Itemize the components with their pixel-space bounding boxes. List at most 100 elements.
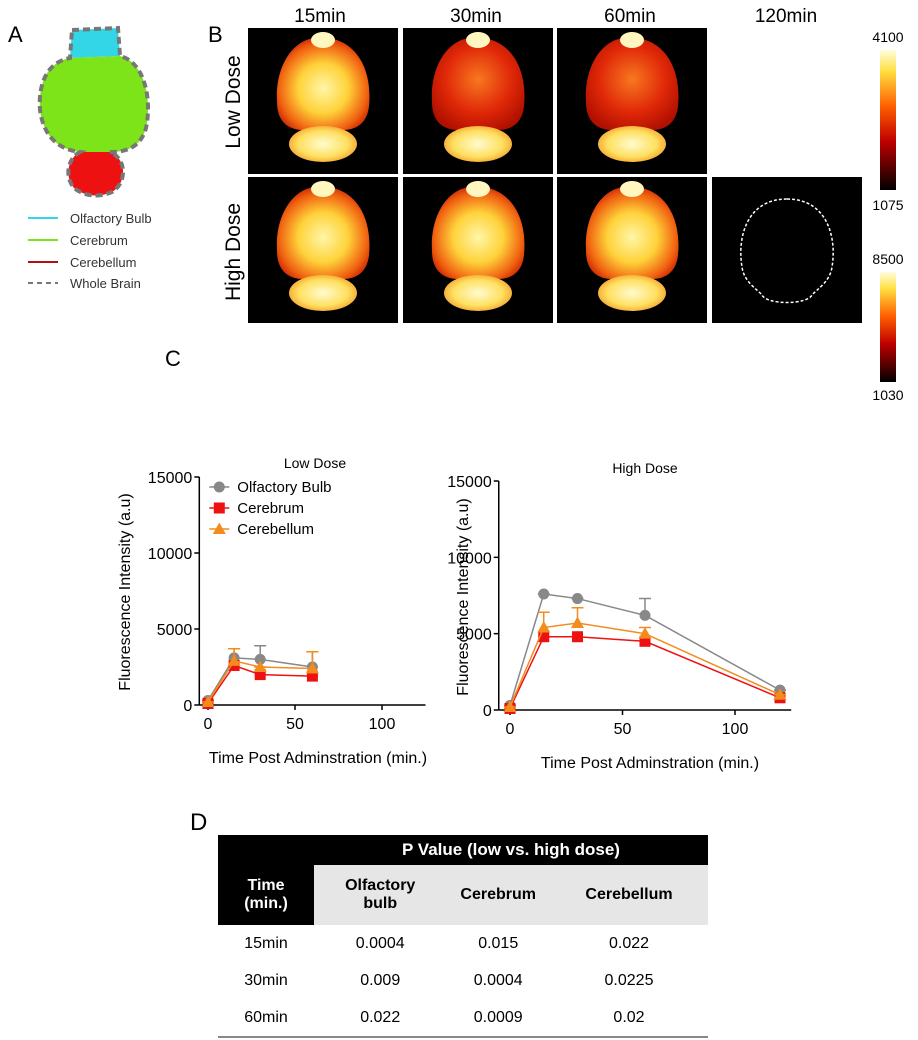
time-header: 15min <box>294 6 346 27</box>
data-point <box>572 631 583 643</box>
data-point <box>503 700 517 712</box>
legend-label: Cerebrum <box>70 233 128 248</box>
data-point <box>571 616 584 628</box>
data-point <box>213 481 225 493</box>
table-cell: 0.0004 <box>355 934 405 952</box>
table-cell: 0.0004 <box>473 971 523 989</box>
data-point <box>773 688 787 700</box>
table-cell: 0.015 <box>478 934 519 952</box>
table-cell: 0.022 <box>314 999 447 1038</box>
chart-title: Low Dose <box>284 455 346 471</box>
data-point <box>201 695 215 707</box>
brain-cerebrum <box>276 37 370 131</box>
table-cell: 0.009 <box>360 971 401 989</box>
brain-image <box>557 177 707 323</box>
series-line <box>207 664 313 704</box>
data-point <box>254 669 266 681</box>
data-point <box>213 502 225 514</box>
brain-image <box>403 28 553 174</box>
data-point <box>639 609 651 621</box>
table-row: 60min 0.022 0.0009 0.02 <box>218 999 708 1038</box>
brain-bulb <box>311 32 335 48</box>
x-tick-label: 50 <box>286 716 304 733</box>
colorbar <box>880 272 896 382</box>
brain-cerebellum <box>289 126 357 162</box>
table-row: Time (min.) Olfactory bulb Cerebrum Cerebel… <box>218 865 708 925</box>
brain-cerebrum <box>585 186 679 279</box>
time-header: 120min <box>755 6 817 27</box>
table-row: 30min 0.009 0.0004 0.0225 <box>218 962 708 999</box>
time-header: 60min <box>604 6 656 27</box>
image-background <box>712 177 862 323</box>
brain-image <box>403 177 553 323</box>
legend-label: Cerebrum <box>237 500 304 517</box>
y-tick-label: 10000 <box>447 550 492 567</box>
x-tick-label: 50 <box>614 721 632 738</box>
table-cell: Cerebrum <box>446 865 550 925</box>
y-axis-label: Fluorescence Intensity (a.u) <box>455 498 472 695</box>
brain-cerebellum <box>444 126 512 162</box>
colorbar-max: 8500 <box>872 251 903 267</box>
legend-label: Cerebellum <box>70 255 136 270</box>
series-line <box>207 657 313 701</box>
table-cell: P Value (low vs. high dose) <box>314 835 708 865</box>
colorbar-max: 4100 <box>872 29 903 45</box>
brain-cerebellum <box>598 126 666 162</box>
panel-letter: B <box>208 22 223 47</box>
brain-image <box>248 28 398 174</box>
data-point <box>537 621 551 633</box>
series-line <box>207 660 313 703</box>
brain-image <box>712 177 862 323</box>
table-cell: Cerebellum <box>550 865 708 925</box>
brain-cerebrum <box>431 37 525 131</box>
series-line <box>509 635 781 709</box>
table-cell: 0.02 <box>550 999 708 1038</box>
dose-label: Low Dose <box>222 55 245 148</box>
table-cell: 60min <box>218 999 314 1038</box>
brain-cerebrum <box>585 37 679 131</box>
legend-label: Olfactory Bulb <box>237 479 331 496</box>
data-point <box>538 588 550 600</box>
colorbar-min: 1030 <box>872 387 903 403</box>
dose-label: High Dose <box>222 203 245 301</box>
chart-title: High Dose <box>612 460 678 476</box>
brain-outline <box>740 198 834 304</box>
region-schematic <box>37 25 150 198</box>
p-value-table: P Value (low vs. high dose) Time (min.) Ol… <box>218 835 708 1038</box>
table-cell: Olfactory bulb <box>314 865 447 925</box>
panel-letter: A <box>8 22 23 47</box>
brain-image <box>557 28 707 174</box>
time-header: 30min <box>450 6 502 27</box>
data-point <box>212 522 226 534</box>
x-tick-label: 0 <box>506 721 515 738</box>
panel-letter: C <box>165 346 181 371</box>
y-tick-label: 15000 <box>447 474 492 491</box>
data-point <box>638 627 652 639</box>
brain-cerebellum <box>289 275 357 311</box>
colorbar-min: 1075 <box>872 197 903 213</box>
y-tick-label: 0 <box>183 698 192 715</box>
data-point <box>254 653 266 665</box>
colorbar <box>880 50 896 190</box>
y-tick-label: 5000 <box>157 622 193 639</box>
legend-label: Whole Brain <box>70 276 141 291</box>
x-tick-label: 100 <box>722 721 749 738</box>
table-row: P Value (low vs. high dose) <box>218 835 708 865</box>
x-tick-label: 100 <box>369 716 396 733</box>
brain-bulb <box>620 32 644 48</box>
table-cell: 0.0225 <box>604 971 654 989</box>
data-point <box>538 631 550 643</box>
panel-letter: D <box>190 809 207 836</box>
legend-label: Olfactory Bulb <box>70 211 152 226</box>
table-cell: 0.022 <box>608 934 650 952</box>
table-cell: 0.0009 <box>446 999 550 1038</box>
brain-bulb <box>620 181 644 197</box>
brain-cerebrum <box>431 186 525 279</box>
table-row: 15min 0.0004 0.015 0.022 <box>218 925 708 962</box>
table-cell: 15min <box>244 934 288 952</box>
table-cell <box>218 835 314 865</box>
brain-cerebellum <box>444 275 512 311</box>
x-axis-label: Time Post Adminstration (min.) <box>209 750 427 767</box>
brain-cerebellum <box>598 275 666 311</box>
